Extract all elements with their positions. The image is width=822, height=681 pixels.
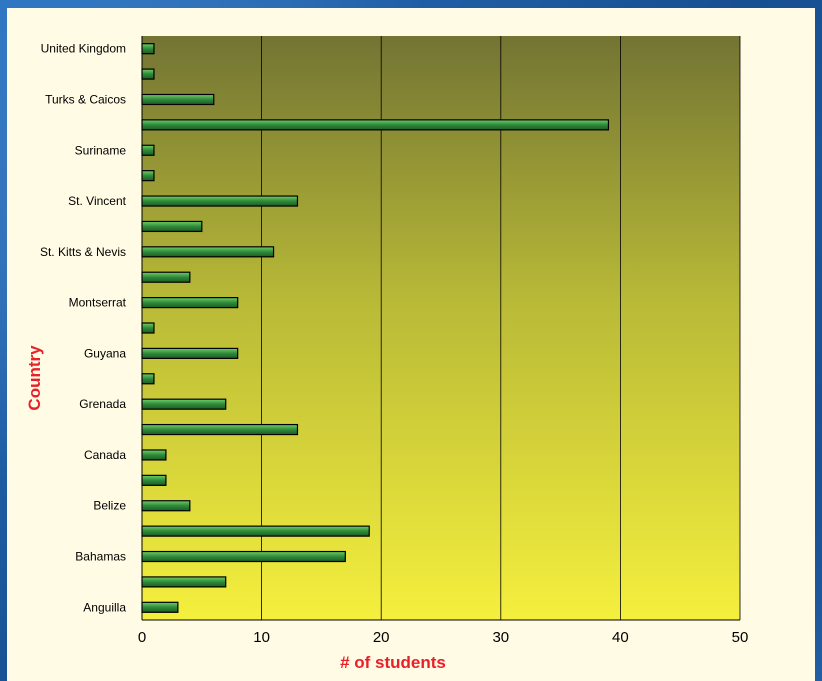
x-tick-label: 30 <box>492 629 509 646</box>
bar <box>141 271 191 283</box>
bar <box>141 119 610 131</box>
bar <box>141 170 155 182</box>
y-tick-label: Turks & Caicos <box>45 92 126 106</box>
bar <box>141 373 155 385</box>
x-axis-title: # of students <box>340 653 446 672</box>
y-tick-label: Grenada <box>79 397 126 411</box>
bar <box>141 68 155 80</box>
x-tick-labels: 0 10 20 30 40 50 <box>138 629 749 646</box>
x-tick-label: 10 <box>253 629 270 646</box>
plot-area <box>142 36 740 620</box>
y-tick-label: St. Vincent <box>68 194 126 208</box>
bar <box>141 474 167 486</box>
y-tick-label: United Kingdom <box>41 42 126 56</box>
bar <box>141 43 155 55</box>
bar <box>141 525 370 537</box>
bar <box>141 220 203 233</box>
bar <box>141 246 275 258</box>
bar <box>141 423 299 436</box>
y-tick-label: Guyana <box>84 346 126 360</box>
bar <box>141 297 239 309</box>
x-tick-label: 40 <box>612 629 629 646</box>
bar <box>141 550 346 563</box>
x-tick-label: 50 <box>732 629 749 646</box>
bar <box>141 322 155 334</box>
x-tick-label: 0 <box>138 629 146 646</box>
bars <box>141 43 610 613</box>
gridlines <box>261 36 741 620</box>
y-tick-labels: Anguilla Bahamas Belize Canada Grenada Guyana… <box>40 42 127 615</box>
bar <box>141 500 191 512</box>
y-tick-label: Bahamas <box>75 550 126 564</box>
bar <box>141 449 167 461</box>
y-axis-title: Country <box>25 345 44 411</box>
y-tick-label: St. Kitts & Nevis <box>40 245 126 259</box>
y-tick-label: Suriname <box>75 143 127 157</box>
y-tick-label: Anguilla <box>83 600 126 614</box>
bar <box>141 195 299 207</box>
bar <box>141 347 239 359</box>
y-tick-label: Montserrat <box>69 296 127 310</box>
y-tick-label: Belize <box>93 499 126 513</box>
y-tick-label: Canada <box>84 448 126 462</box>
bar <box>141 144 155 156</box>
bar <box>141 93 215 106</box>
x-tick-label: 20 <box>373 629 390 646</box>
bar <box>141 601 179 613</box>
bar <box>141 576 227 588</box>
bar <box>141 398 227 410</box>
